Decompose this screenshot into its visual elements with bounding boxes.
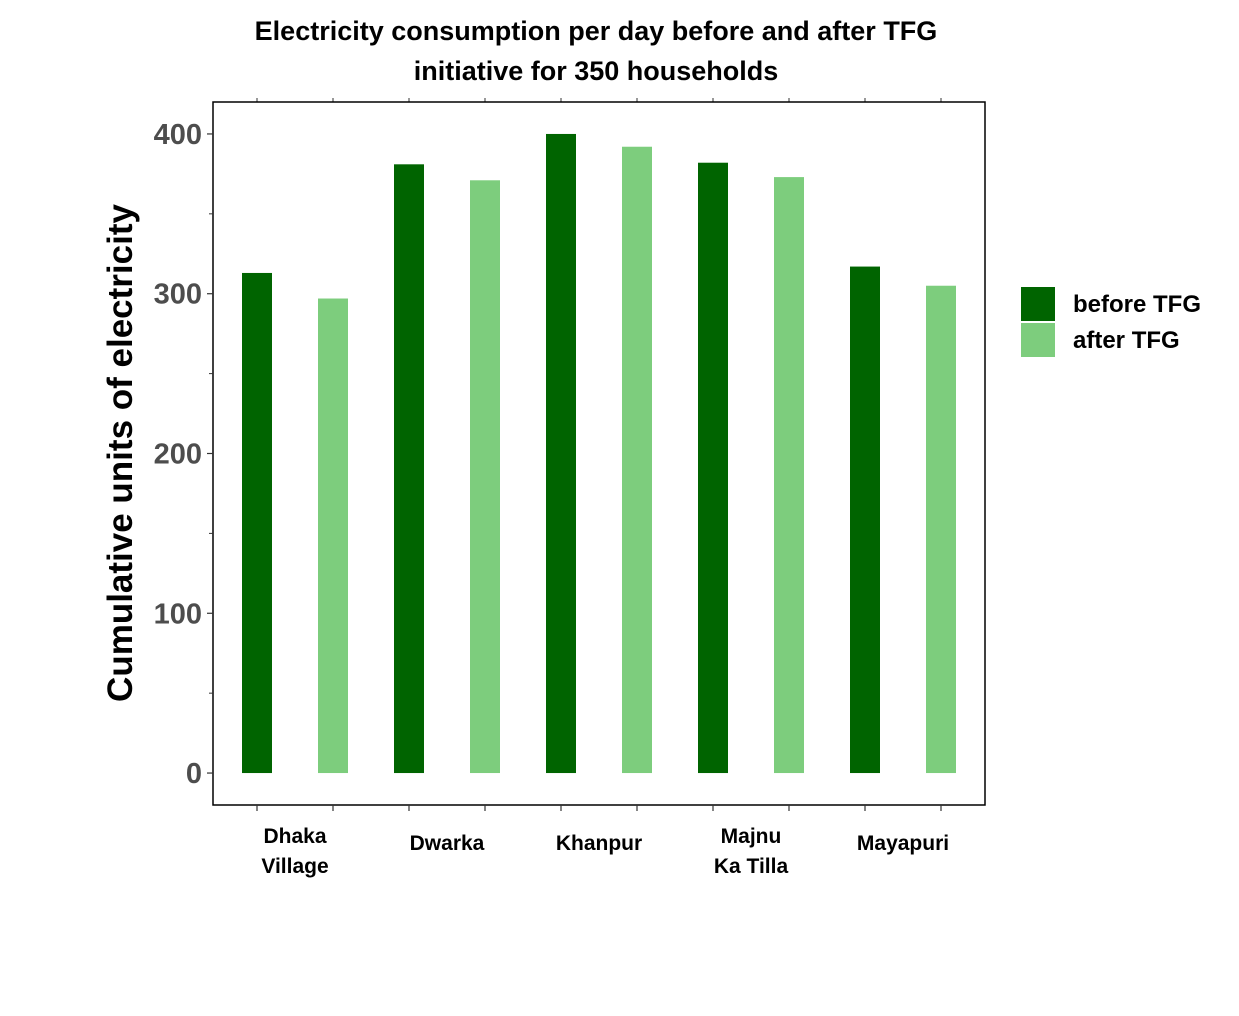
bar <box>546 133 576 774</box>
legend-swatch <box>1021 323 1055 357</box>
x-tick-label: Village <box>261 855 328 878</box>
bar <box>394 164 424 774</box>
bar <box>242 272 272 774</box>
bar <box>850 266 880 774</box>
legend-label: before TFG <box>1073 291 1201 318</box>
y-tick-label: 300 <box>154 279 202 311</box>
bars-layer <box>242 133 956 774</box>
x-axis: Dhaka Village Dwarka Khanpur Majnu Ka Tilla Ma… <box>256 805 949 878</box>
chart-title-line-1: Electricity consumption per day before a… <box>255 16 938 46</box>
bar <box>926 285 956 774</box>
chart-title-line-2: initiative for 350 households <box>414 56 779 86</box>
y-tick-label: 400 <box>154 119 202 151</box>
bar <box>470 180 500 774</box>
bar <box>622 146 652 774</box>
bar <box>774 177 804 774</box>
y-axis-label: Cumulative units of electricity <box>101 204 140 702</box>
x-tick-label: Khanpur <box>556 832 642 855</box>
bar <box>318 298 348 774</box>
y-tick-label: 0 <box>186 758 202 790</box>
y-axis: 0 100 200 300 400 <box>154 119 213 790</box>
x-tick-label: Mayapuri <box>857 832 949 855</box>
legend-swatch <box>1021 287 1055 321</box>
bar <box>698 162 728 774</box>
x-tick-label: Dwarka <box>410 832 485 855</box>
x-tick-label: Dhaka <box>263 825 326 848</box>
x-tick-label: Ka Tilla <box>714 855 789 878</box>
legend: before TFG after TFG <box>1021 287 1201 357</box>
y-tick-label: 200 <box>154 439 202 471</box>
x-tick-label: Majnu <box>721 825 782 848</box>
legend-label: after TFG <box>1073 327 1180 354</box>
y-tick-label: 100 <box>154 598 202 630</box>
